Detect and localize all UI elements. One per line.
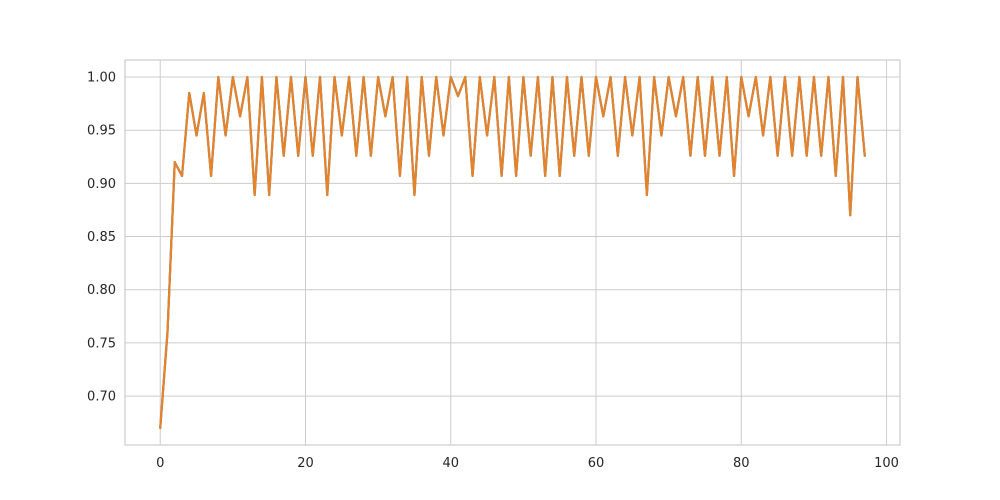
plot-frame — [124, 59, 901, 446]
y-tick-label: 0.95 — [87, 124, 116, 139]
x-tick-label: 80 — [733, 456, 750, 471]
x-tick-label: 20 — [297, 456, 314, 471]
x-tick-label: 100 — [874, 456, 899, 471]
series-group — [159, 75, 866, 430]
x-tick-label: 40 — [442, 456, 459, 471]
y-tick-label: 0.70 — [87, 390, 116, 405]
y-tick-label: 0.80 — [87, 283, 116, 298]
y-tick-labels: 0.70 0.75 0.80 0.85 0.90 0.95 1.00 — [87, 71, 116, 405]
y-tick-label: 0.90 — [87, 177, 116, 192]
series-line-2 — [159, 75, 866, 430]
y-tick-label: 0.75 — [87, 336, 116, 351]
y-tick-label: 1.00 — [87, 71, 116, 86]
x-tick-label: 60 — [588, 456, 605, 471]
x-tick-label: 0 — [156, 456, 164, 471]
x-gridlines — [159, 60, 888, 445]
x-tick-labels: 0 20 40 60 80 100 — [156, 456, 899, 471]
y-tick-label: 0.85 — [87, 230, 116, 245]
